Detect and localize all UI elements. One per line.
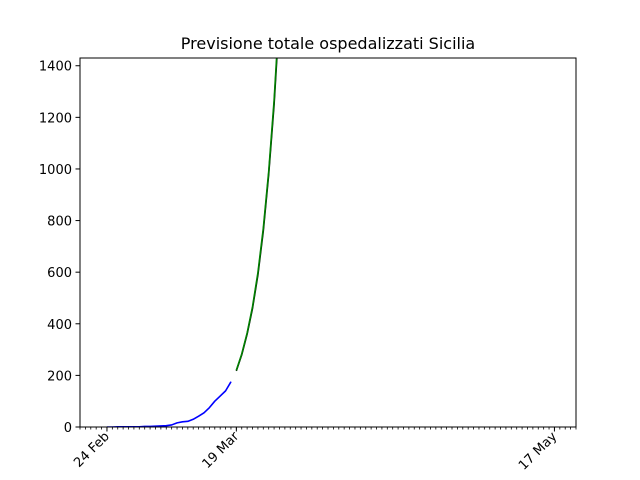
data-point <box>246 332 248 334</box>
y-tick-label: 0 <box>64 421 72 436</box>
data-point <box>279 14 280 15</box>
series-1 <box>235 14 280 372</box>
x-tick-label: 19 Mar <box>200 429 243 472</box>
x-tick-label: 17 May <box>516 429 560 473</box>
y-tick-label: 600 <box>47 266 72 281</box>
data-point <box>268 171 270 172</box>
y-tick-label: 200 <box>47 369 72 384</box>
y-tick-label: 1400 <box>39 60 72 75</box>
data-point <box>225 390 226 392</box>
series-line <box>235 58 278 372</box>
data-point <box>219 395 221 397</box>
data-point <box>171 424 173 426</box>
series-line <box>235 58 278 371</box>
data-point <box>160 425 162 427</box>
data-point <box>230 381 232 383</box>
series-line <box>106 381 232 427</box>
data-point <box>241 353 243 355</box>
data-point <box>182 421 183 423</box>
x-tick-label: 24 Feb <box>71 429 113 471</box>
data-point <box>252 306 253 308</box>
y-tick-label: 1000 <box>39 163 72 178</box>
data-point <box>257 272 259 274</box>
series-2 <box>235 9 280 371</box>
data-point <box>203 412 205 414</box>
data-point <box>208 407 210 409</box>
data-point <box>273 100 275 101</box>
data-point <box>155 425 156 427</box>
data-point <box>279 9 280 10</box>
data-point <box>235 369 237 371</box>
data-point <box>262 227 264 229</box>
y-tick-label: 1200 <box>39 111 72 126</box>
plot-frame <box>79 57 577 428</box>
data-point <box>192 418 194 420</box>
chart-title: Previsione totale ospedalizzati Sicilia <box>181 34 475 53</box>
data-point <box>165 425 167 427</box>
series-0 <box>106 381 232 427</box>
data-point <box>176 422 178 424</box>
data-point <box>198 415 200 417</box>
y-tick-label: 400 <box>47 318 72 333</box>
data-point <box>214 400 216 402</box>
y-tick-label: 800 <box>47 215 72 230</box>
data-point <box>187 420 189 422</box>
